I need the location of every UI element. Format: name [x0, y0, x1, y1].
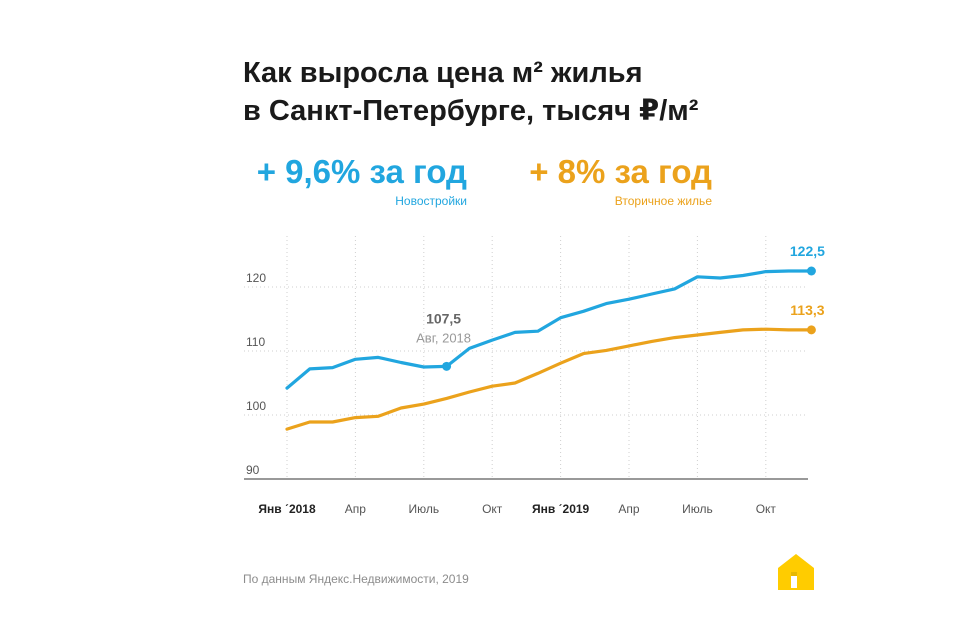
x-tick-label-0: Янв ˊ2018 [258, 502, 316, 516]
x-tick-label-5: Апр [618, 502, 640, 516]
annotation-value-0: 107,5 [426, 310, 461, 326]
y-tick-label-120: 120 [246, 271, 266, 285]
annotation-point-2 [806, 325, 816, 335]
yandex-realty-house-icon [778, 554, 814, 590]
series-line-new-buildings [285, 269, 814, 390]
x-tick-label-3: Окт [482, 502, 503, 516]
source-note: По данным Яндекс.Недвижимости, 2019 [243, 572, 469, 586]
stat-new-buildings-value: + 9,6% за год [256, 153, 467, 190]
chart-title-line-1: Как выросла цена м² жилья [243, 57, 643, 89]
x-tick-label-6: Июль [682, 502, 713, 516]
annotation-point-1 [806, 266, 816, 276]
stat-new-buildings: + 9,6% за год Новостройки [243, 152, 467, 209]
annotation-value-2: 113,3 [790, 302, 824, 318]
y-tick-label-90: 90 [246, 463, 260, 477]
x-tick-label-4: Янв ˊ2019 [532, 502, 590, 516]
y-tick-label-100: 100 [246, 399, 266, 413]
stat-secondary-housing-value: + 8% за год [529, 153, 712, 190]
annotation-date-0: Авг, 2018 [416, 330, 471, 345]
chart-title-line-2: в Санкт-Петербурге, тысяч ₽/м² [243, 95, 699, 127]
series-line-secondary-housing [285, 327, 814, 431]
stat-new-buildings-label: Новостройки [395, 194, 467, 208]
stat-secondary-housing: + 8% за год Вторичное жилье [514, 152, 712, 209]
x-tick-label-7: Окт [756, 502, 777, 516]
chart-title: Как выросла цена м² жилья в Санкт-Петерб… [243, 54, 698, 130]
y-tick-label-110: 110 [246, 335, 265, 349]
x-tick-label-2: Июль [408, 502, 439, 516]
x-tick-label-1: Апр [345, 502, 367, 516]
stat-secondary-housing-label: Вторичное жилье [614, 194, 712, 208]
annotation-point-0 [442, 361, 452, 371]
annotation-value-1: 122,5 [790, 243, 825, 259]
